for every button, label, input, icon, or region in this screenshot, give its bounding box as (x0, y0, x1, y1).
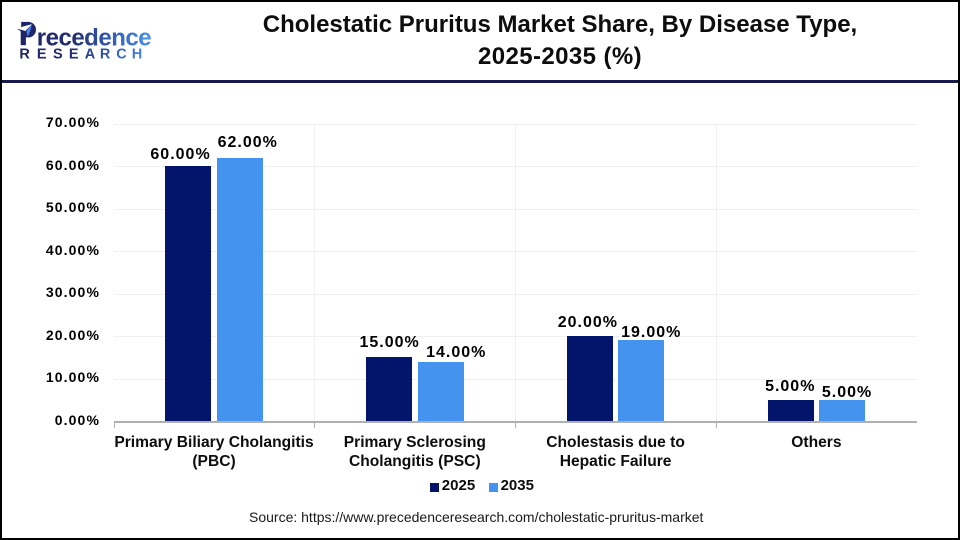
svg-text:H: H (132, 47, 142, 63)
svg-text:S: S (53, 47, 63, 63)
svg-text:R: R (100, 47, 111, 63)
svg-text:R: R (19, 47, 30, 63)
svg-text:recedence: recedence (37, 25, 151, 52)
svg-text:C: C (116, 47, 127, 63)
svg-text:A: A (85, 47, 96, 63)
svg-text:E: E (69, 47, 79, 63)
svg-text:E: E (37, 47, 47, 63)
